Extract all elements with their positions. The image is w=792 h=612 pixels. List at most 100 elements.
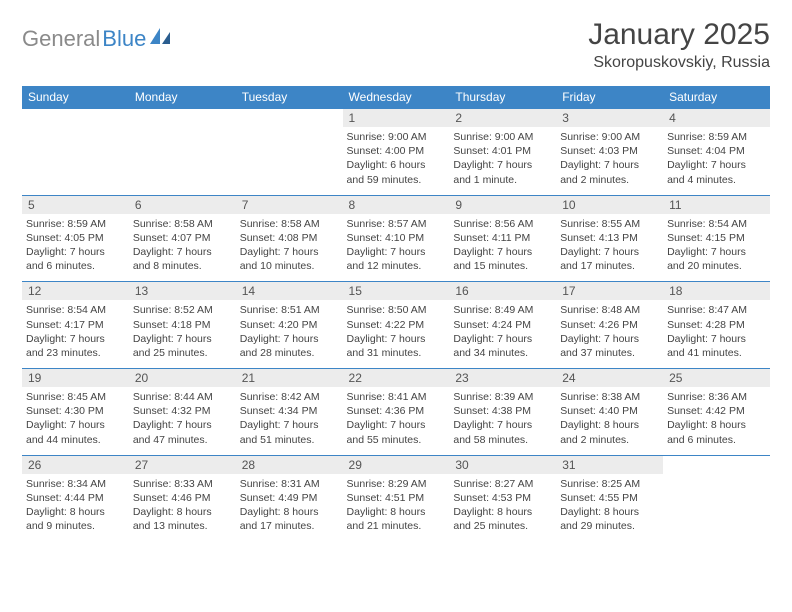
day-data: Sunrise: 8:25 AMSunset: 4:55 PMDaylight:… (556, 474, 663, 542)
page-title: January 2025 (588, 18, 770, 52)
day-data: Sunrise: 8:52 AMSunset: 4:18 PMDaylight:… (129, 300, 236, 368)
sunset-text: Sunset: 4:53 PM (453, 491, 552, 505)
day-data: Sunrise: 8:51 AMSunset: 4:20 PMDaylight:… (236, 300, 343, 368)
daylight-text: Daylight: 8 hours and 13 minutes. (133, 505, 232, 533)
day-data: Sunrise: 8:49 AMSunset: 4:24 PMDaylight:… (449, 300, 556, 368)
daylight-text: Daylight: 7 hours and 34 minutes. (453, 332, 552, 360)
daylight-text: Daylight: 7 hours and 58 minutes. (453, 418, 552, 446)
day-cell: 25Sunrise: 8:36 AMSunset: 4:42 PMDayligh… (663, 369, 770, 456)
sunset-text: Sunset: 4:13 PM (560, 231, 659, 245)
day-number: 13 (129, 282, 236, 300)
daylight-text: Daylight: 7 hours and 15 minutes. (453, 245, 552, 273)
sunset-text: Sunset: 4:07 PM (133, 231, 232, 245)
calendar-table: Sunday Monday Tuesday Wednesday Thursday… (22, 86, 770, 541)
day-data: Sunrise: 8:50 AMSunset: 4:22 PMDaylight:… (343, 300, 450, 368)
day-cell: 29Sunrise: 8:29 AMSunset: 4:51 PMDayligh… (343, 455, 450, 541)
weekday-header: Friday (556, 86, 663, 109)
sunrise-text: Sunrise: 8:34 AM (26, 477, 125, 491)
weekday-header: Monday (129, 86, 236, 109)
sunrise-text: Sunrise: 8:58 AM (240, 217, 339, 231)
week-row: 12Sunrise: 8:54 AMSunset: 4:17 PMDayligh… (22, 282, 770, 369)
day-cell: 11Sunrise: 8:54 AMSunset: 4:15 PMDayligh… (663, 195, 770, 282)
day-number (22, 109, 129, 127)
sunset-text: Sunset: 4:38 PM (453, 404, 552, 418)
day-data: Sunrise: 8:47 AMSunset: 4:28 PMDaylight:… (663, 300, 770, 368)
daylight-text: Daylight: 7 hours and 51 minutes. (240, 418, 339, 446)
day-number: 6 (129, 196, 236, 214)
day-number: 23 (449, 369, 556, 387)
daylight-text: Daylight: 7 hours and 8 minutes. (133, 245, 232, 273)
sunrise-text: Sunrise: 8:38 AM (560, 390, 659, 404)
day-cell: 3Sunrise: 9:00 AMSunset: 4:03 PMDaylight… (556, 109, 663, 196)
daylight-text: Daylight: 8 hours and 25 minutes. (453, 505, 552, 533)
day-cell: 9Sunrise: 8:56 AMSunset: 4:11 PMDaylight… (449, 195, 556, 282)
day-data: Sunrise: 8:44 AMSunset: 4:32 PMDaylight:… (129, 387, 236, 455)
weekday-header: Thursday (449, 86, 556, 109)
sunrise-text: Sunrise: 8:25 AM (560, 477, 659, 491)
day-cell: 17Sunrise: 8:48 AMSunset: 4:26 PMDayligh… (556, 282, 663, 369)
day-data: Sunrise: 8:42 AMSunset: 4:34 PMDaylight:… (236, 387, 343, 455)
day-cell: 8Sunrise: 8:57 AMSunset: 4:10 PMDaylight… (343, 195, 450, 282)
day-number (236, 109, 343, 127)
sunset-text: Sunset: 4:40 PM (560, 404, 659, 418)
sunset-text: Sunset: 4:42 PM (667, 404, 766, 418)
sunrise-text: Sunrise: 8:36 AM (667, 390, 766, 404)
sunrise-text: Sunrise: 8:52 AM (133, 303, 232, 317)
week-row: 19Sunrise: 8:45 AMSunset: 4:30 PMDayligh… (22, 369, 770, 456)
sunrise-text: Sunrise: 8:58 AM (133, 217, 232, 231)
day-number: 4 (663, 109, 770, 127)
day-number: 18 (663, 282, 770, 300)
sunset-text: Sunset: 4:18 PM (133, 318, 232, 332)
day-data: Sunrise: 8:41 AMSunset: 4:36 PMDaylight:… (343, 387, 450, 455)
daylight-text: Daylight: 7 hours and 55 minutes. (347, 418, 446, 446)
day-number: 24 (556, 369, 663, 387)
sunrise-text: Sunrise: 8:50 AM (347, 303, 446, 317)
sunrise-text: Sunrise: 8:27 AM (453, 477, 552, 491)
sunrise-text: Sunrise: 8:49 AM (453, 303, 552, 317)
day-number: 15 (343, 282, 450, 300)
day-data: Sunrise: 8:55 AMSunset: 4:13 PMDaylight:… (556, 214, 663, 282)
day-data: Sunrise: 8:31 AMSunset: 4:49 PMDaylight:… (236, 474, 343, 542)
daylight-text: Daylight: 7 hours and 10 minutes. (240, 245, 339, 273)
day-cell: 4Sunrise: 8:59 AMSunset: 4:04 PMDaylight… (663, 109, 770, 196)
day-data: Sunrise: 8:48 AMSunset: 4:26 PMDaylight:… (556, 300, 663, 368)
day-data: Sunrise: 8:56 AMSunset: 4:11 PMDaylight:… (449, 214, 556, 282)
sunset-text: Sunset: 4:04 PM (667, 144, 766, 158)
sunset-text: Sunset: 4:17 PM (26, 318, 125, 332)
sunrise-text: Sunrise: 8:29 AM (347, 477, 446, 491)
day-data: Sunrise: 8:29 AMSunset: 4:51 PMDaylight:… (343, 474, 450, 542)
sunrise-text: Sunrise: 8:54 AM (26, 303, 125, 317)
sunset-text: Sunset: 4:44 PM (26, 491, 125, 505)
day-number: 26 (22, 456, 129, 474)
week-row: 1Sunrise: 9:00 AMSunset: 4:00 PMDaylight… (22, 109, 770, 196)
day-cell (129, 109, 236, 196)
day-cell (663, 455, 770, 541)
day-data: Sunrise: 8:54 AMSunset: 4:17 PMDaylight:… (22, 300, 129, 368)
sunrise-text: Sunrise: 8:59 AM (26, 217, 125, 231)
day-cell: 2Sunrise: 9:00 AMSunset: 4:01 PMDaylight… (449, 109, 556, 196)
sunrise-text: Sunrise: 8:39 AM (453, 390, 552, 404)
daylight-text: Daylight: 7 hours and 47 minutes. (133, 418, 232, 446)
daylight-text: Daylight: 8 hours and 2 minutes. (560, 418, 659, 446)
day-data: Sunrise: 8:54 AMSunset: 4:15 PMDaylight:… (663, 214, 770, 282)
day-cell: 22Sunrise: 8:41 AMSunset: 4:36 PMDayligh… (343, 369, 450, 456)
day-cell: 28Sunrise: 8:31 AMSunset: 4:49 PMDayligh… (236, 455, 343, 541)
day-data: Sunrise: 9:00 AMSunset: 4:03 PMDaylight:… (556, 127, 663, 195)
day-cell (22, 109, 129, 196)
week-row: 5Sunrise: 8:59 AMSunset: 4:05 PMDaylight… (22, 195, 770, 282)
day-number: 16 (449, 282, 556, 300)
location: Skoropuskovskiy, Russia (588, 54, 770, 72)
day-data: Sunrise: 9:00 AMSunset: 4:00 PMDaylight:… (343, 127, 450, 195)
sunset-text: Sunset: 4:34 PM (240, 404, 339, 418)
day-data: Sunrise: 8:33 AMSunset: 4:46 PMDaylight:… (129, 474, 236, 542)
sunrise-text: Sunrise: 8:33 AM (133, 477, 232, 491)
sunset-text: Sunset: 4:55 PM (560, 491, 659, 505)
day-cell: 6 Sunrise: 8:58 AMSunset: 4:07 PMDaylight… (129, 195, 236, 282)
sunset-text: Sunset: 4:10 PM (347, 231, 446, 245)
sunset-text: Sunset: 4:28 PM (667, 318, 766, 332)
day-cell: 20Sunrise: 8:44 AMSunset: 4:32 PMDayligh… (129, 369, 236, 456)
sunrise-text: Sunrise: 9:00 AM (347, 130, 446, 144)
daylight-text: Daylight: 7 hours and 4 minutes. (667, 158, 766, 186)
daylight-text: Daylight: 7 hours and 23 minutes. (26, 332, 125, 360)
day-number: 1 (343, 109, 450, 127)
